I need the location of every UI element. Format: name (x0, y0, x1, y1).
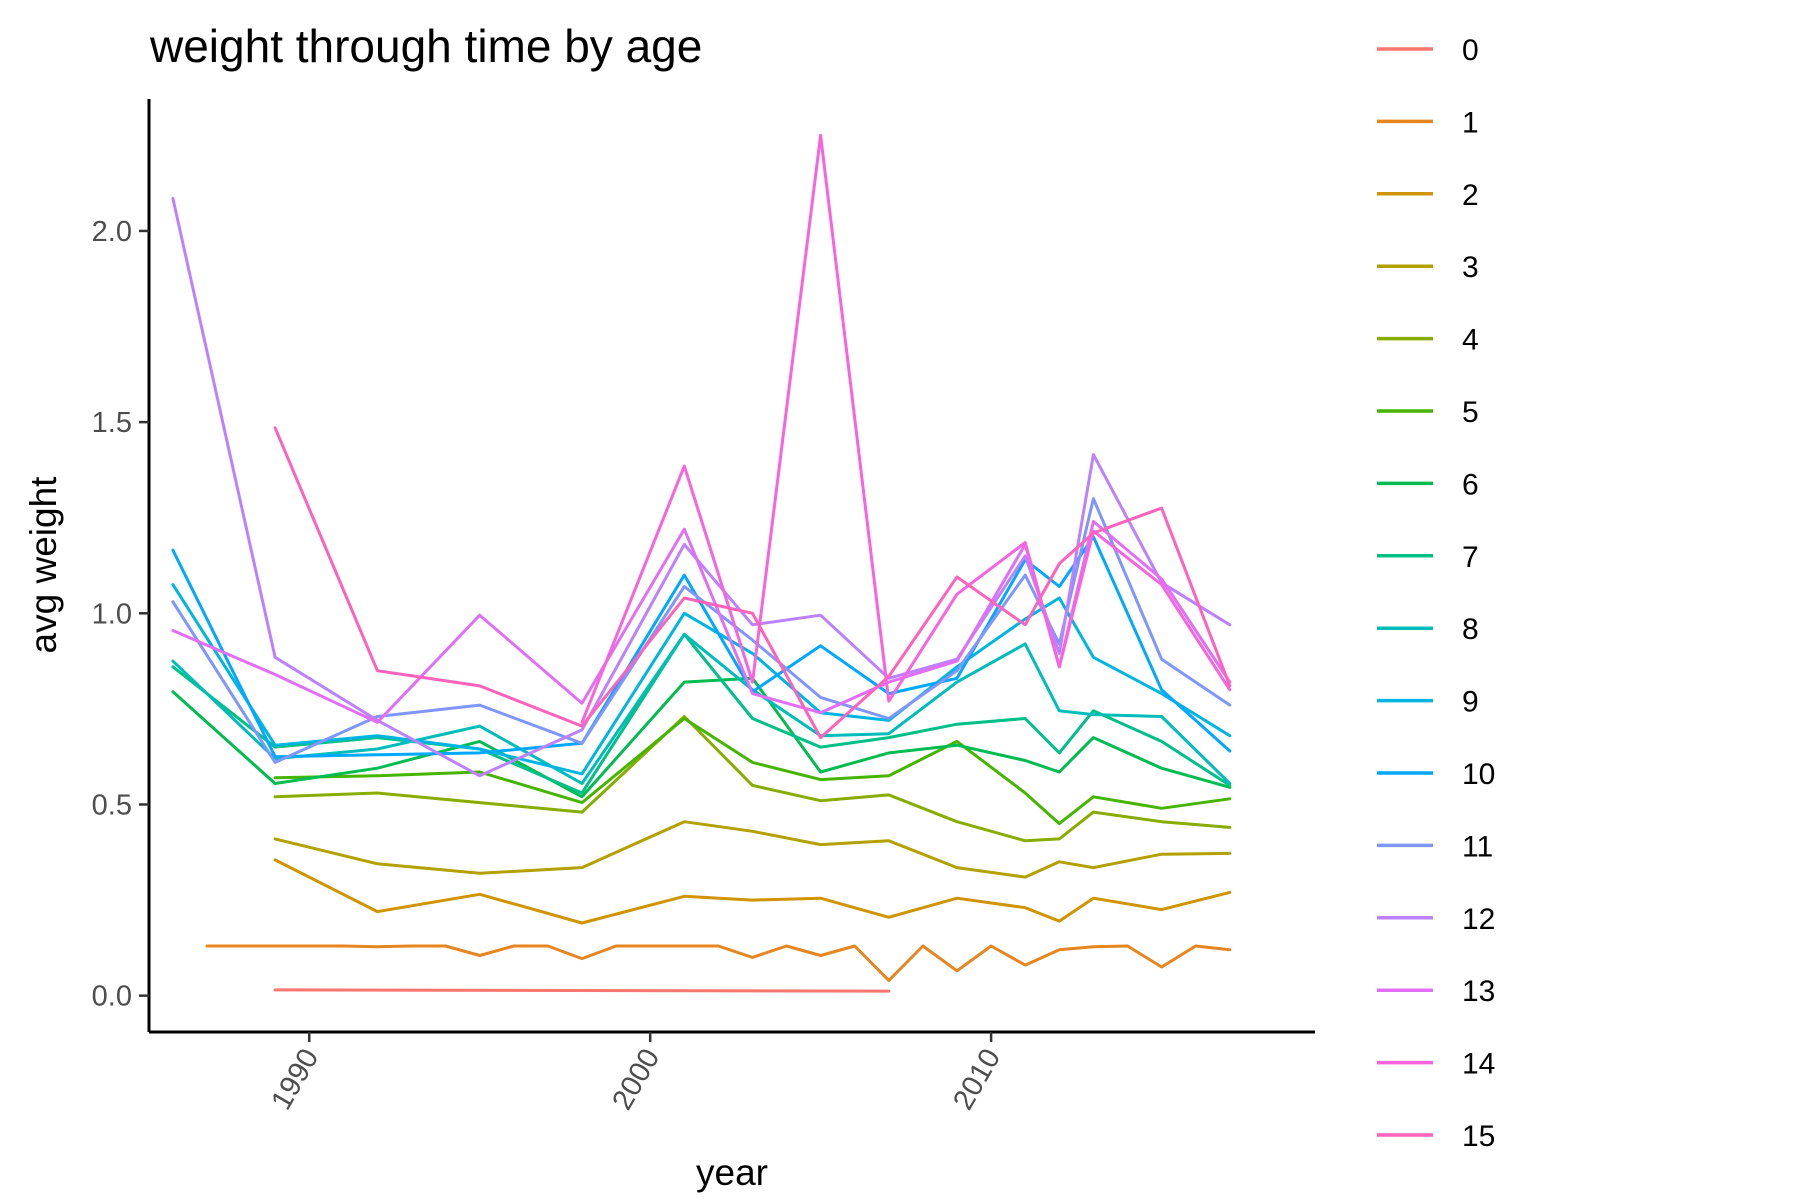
series-line-4 (273, 715, 1232, 843)
series-line-3 (273, 820, 1232, 879)
series-line-5 (273, 717, 1232, 826)
legend-label-5: 5 (1462, 396, 1479, 429)
x-tick-label: 2010 (947, 1044, 1007, 1116)
series-lines (171, 133, 1232, 993)
series-line-1 (205, 944, 1232, 982)
legend-label-6: 6 (1462, 468, 1479, 501)
legend-label-0: 0 (1462, 34, 1479, 67)
y-tick-label: 0.5 (92, 789, 132, 821)
series-line-11 (171, 497, 1232, 764)
legend-label-3: 3 (1462, 251, 1479, 284)
x-tick-label: 1990 (265, 1044, 325, 1116)
series-line-12 (171, 196, 1232, 778)
legend-label-14: 14 (1462, 1048, 1495, 1081)
chart-title: weight through time by age (149, 20, 702, 72)
legend-label-11: 11 (1462, 830, 1493, 863)
legend-label-13: 13 (1462, 975, 1495, 1008)
series-line-15 (273, 426, 1232, 740)
y-axis-title: avg weight (23, 476, 64, 654)
y-tick-label: 1.0 (92, 598, 132, 630)
y-tick-label: 0.0 (92, 981, 132, 1013)
series-line-13 (171, 520, 1232, 724)
x-tick-label: 2000 (606, 1044, 666, 1116)
y-tick-label: 1.5 (92, 407, 132, 439)
series-line-0 (273, 988, 891, 993)
legend-label-8: 8 (1462, 613, 1479, 646)
legend-label-9: 9 (1462, 686, 1479, 719)
y-axis-ticks: 0.0 0.5 1.0 1.5 2.0 (92, 216, 149, 1013)
y-tick-label: 2.0 (92, 216, 132, 248)
legend-label-1: 1 (1462, 106, 1479, 139)
legend-label-15: 15 (1462, 1120, 1495, 1153)
series-line-7 (171, 632, 1232, 795)
legend-label-2: 2 (1462, 179, 1479, 212)
legend-label-4: 4 (1462, 324, 1479, 357)
legend-label-10: 10 (1462, 758, 1495, 791)
x-axis-title: year (696, 1152, 768, 1193)
legend-label-7: 7 (1462, 541, 1479, 574)
series-line-6 (171, 676, 1232, 799)
series-line-2 (273, 858, 1232, 925)
x-axis-ticks: 1990 2000 2010 (265, 1032, 1007, 1115)
series-line-14 (580, 133, 1232, 724)
legend-label-12: 12 (1462, 903, 1495, 936)
